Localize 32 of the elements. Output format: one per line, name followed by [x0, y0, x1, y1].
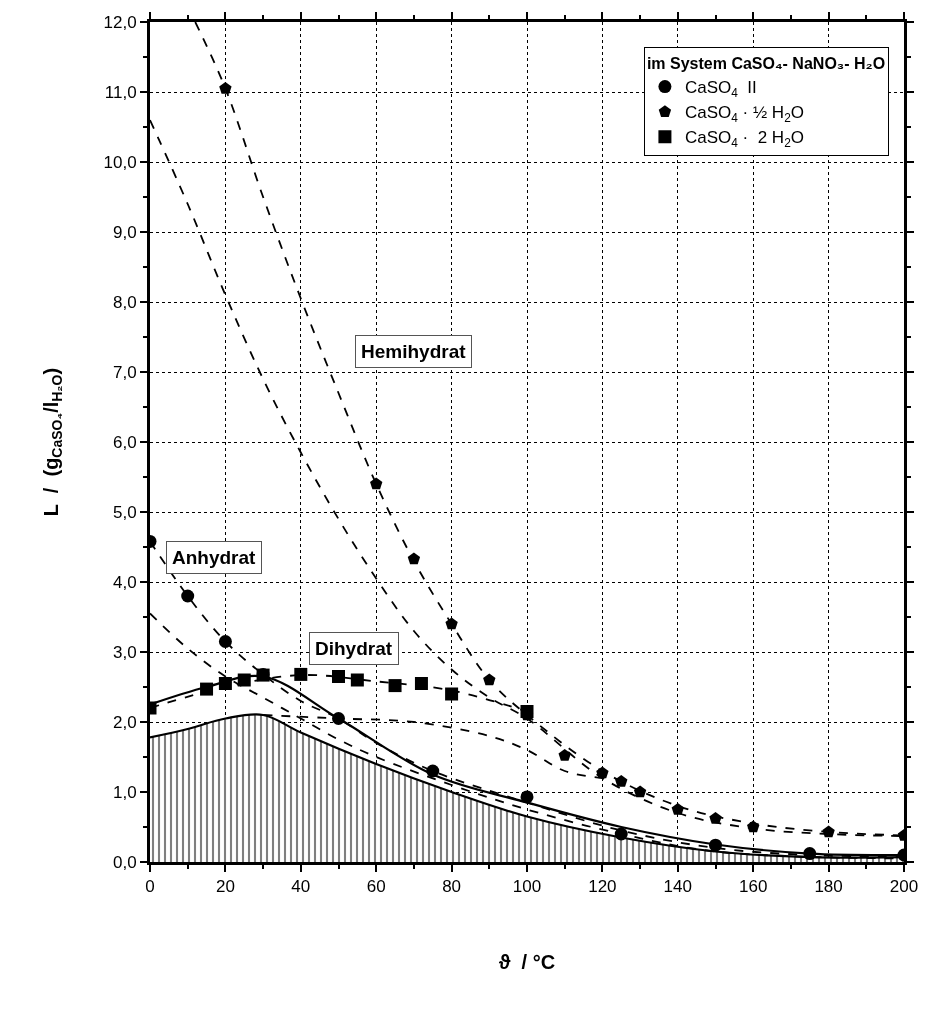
y-tick-label: 10,0 — [103, 152, 137, 172]
x-tick-label: 140 — [663, 877, 692, 897]
y-tick-label: 1,0 — [112, 782, 137, 802]
x-axis-title: ϑ / °C — [498, 950, 556, 973]
y-tick-label: 9,0 — [112, 222, 137, 242]
x-tick-label: 80 — [442, 877, 462, 897]
x-tick-label: 180 — [814, 877, 843, 897]
annotation: Dihydrat — [315, 638, 393, 659]
legend-label: CaSO$_{4}$ · 2 H$_{2}$O — [684, 128, 804, 150]
legend-label: CaSO$_{4}$ · ½ H$_{2}$O — [684, 103, 804, 125]
annotation: Anhydrat — [172, 547, 257, 568]
x-tick-label: 160 — [739, 877, 768, 897]
y-tick-label: 2,0 — [112, 712, 137, 732]
y-tick-label: 11,0 — [104, 82, 137, 102]
y-tick-label: 8,0 — [112, 292, 137, 312]
legend-label: CaSO$_{4}$ II — [684, 78, 757, 100]
x-tick-label: 20 — [215, 877, 235, 897]
y-tick-label: 3,0 — [112, 642, 137, 662]
y-tick-label: 7,0 — [112, 362, 137, 382]
x-tick-label: 0 — [145, 877, 155, 897]
x-tick-label: 200 — [889, 877, 919, 897]
x-tick-label: 100 — [512, 877, 542, 897]
x-tick-label: 120 — [588, 877, 617, 897]
annotation: Hemihydrat — [361, 341, 467, 362]
x-tick-label: 40 — [291, 877, 311, 897]
y-tick-label: 4,0 — [112, 572, 137, 592]
y-tick-label: 0,0 — [112, 852, 137, 872]
legend-title: im System CaSO₄- NaNO₃- H₂O — [646, 55, 886, 72]
x-tick-label: 60 — [366, 877, 386, 897]
y-tick-label: 5,0 — [112, 502, 137, 522]
y-tick-label: 12,0 — [103, 12, 137, 32]
y-tick-label: 6,0 — [112, 432, 137, 452]
